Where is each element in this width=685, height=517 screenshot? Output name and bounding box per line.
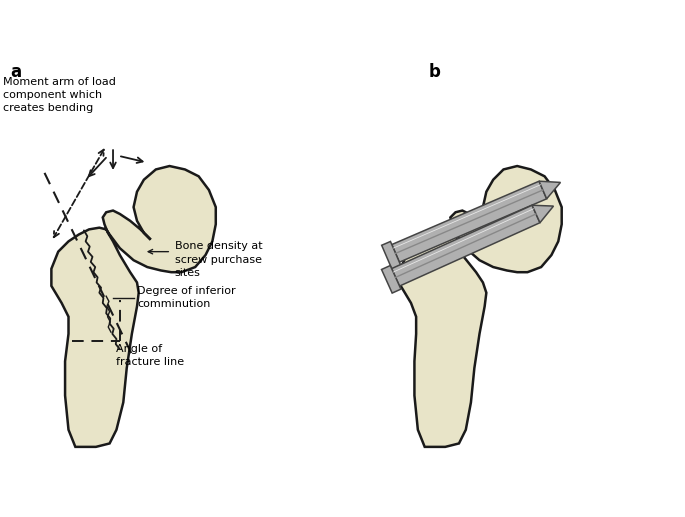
Polygon shape bbox=[382, 241, 401, 269]
Text: Bone density at
screw purchase
sites: Bone density at screw purchase sites bbox=[175, 241, 262, 278]
Polygon shape bbox=[392, 181, 547, 262]
Polygon shape bbox=[539, 181, 560, 199]
Text: a: a bbox=[10, 63, 21, 81]
Polygon shape bbox=[382, 266, 401, 293]
Text: b: b bbox=[428, 63, 440, 81]
Text: Angle of
fracture line: Angle of fracture line bbox=[116, 344, 184, 367]
Text: Degree of inferior
comminution: Degree of inferior comminution bbox=[137, 286, 236, 309]
Polygon shape bbox=[392, 205, 540, 286]
Text: Moment arm of load
component which
creates bending: Moment arm of load component which creat… bbox=[3, 77, 116, 113]
Polygon shape bbox=[51, 166, 216, 447]
Polygon shape bbox=[401, 166, 562, 447]
Polygon shape bbox=[532, 205, 553, 223]
